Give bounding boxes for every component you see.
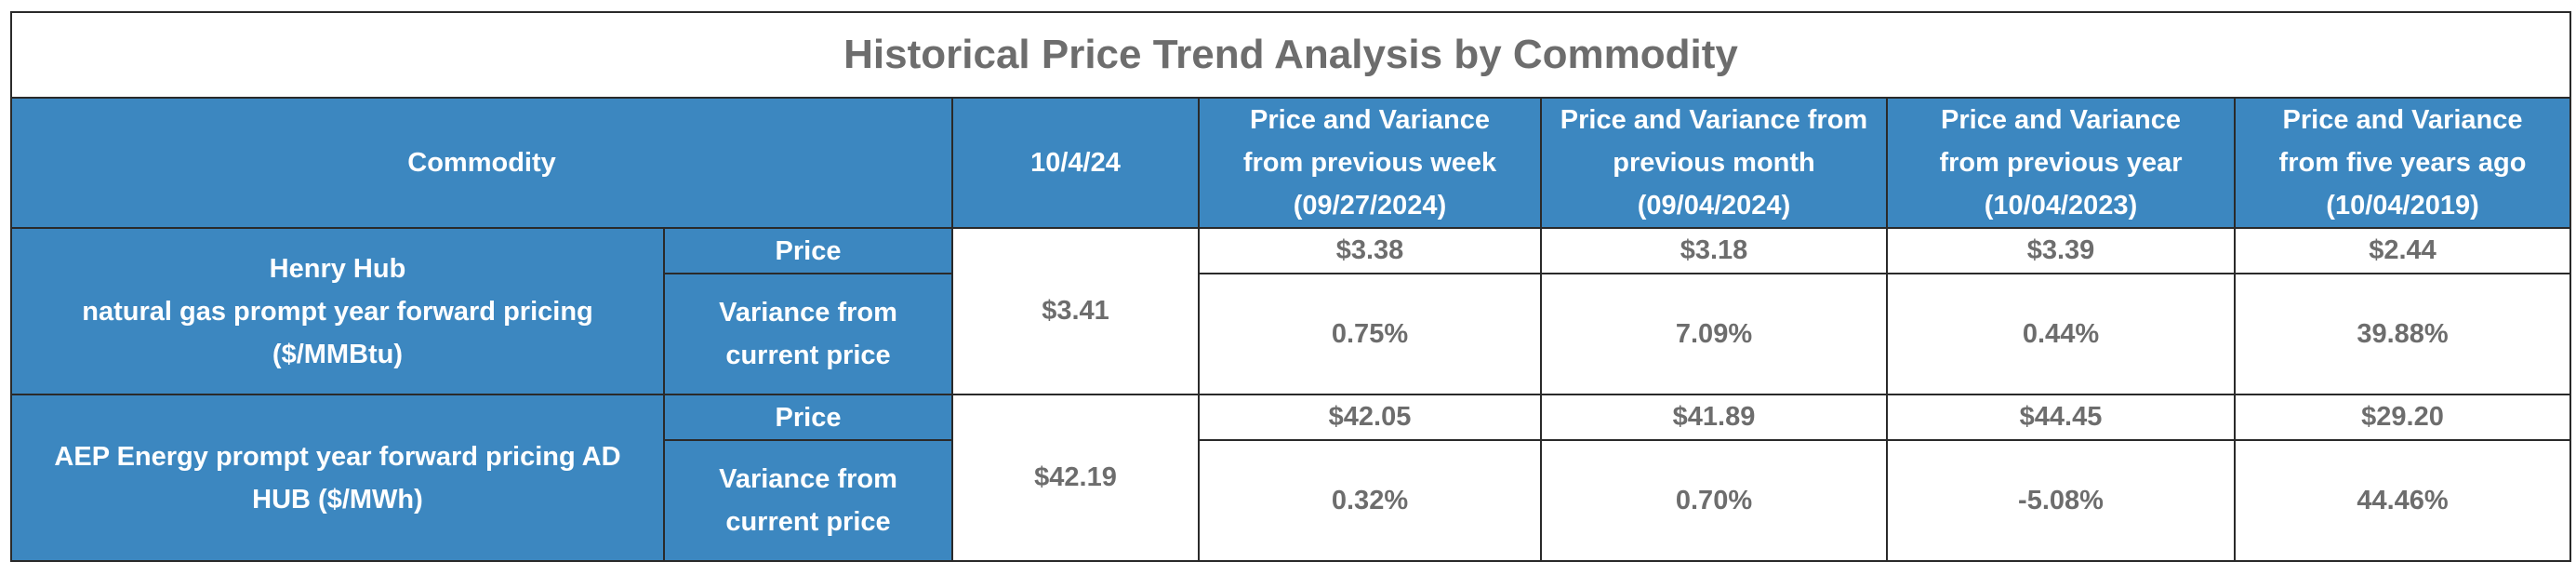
month-header: Price and Variance from previous month (09… [1540,97,1888,229]
commodity-name-aep-energy: AEP Energy prompt year forward pricing A… [10,394,665,562]
price-cell: $29.20 [2233,394,2572,441]
variance-cell: -5.08% [1886,439,2236,562]
variance-cell: 39.88% [2233,273,2572,395]
variance-cell: 7.09% [1540,273,1888,395]
variance-cell: 0.75% [1198,273,1542,395]
price-label: Price [663,227,953,274]
variance-cell: 0.70% [1540,439,1888,562]
variance-label: Variance from current price [663,439,953,562]
variance-label: Variance from current price [663,273,953,395]
variance-cell: 0.44% [1886,273,2236,395]
price-trend-table: Historical Price Trend Analysis by Commo… [9,11,2572,562]
table-row: Variance from current price 0.32% 0.70% -… [11,439,2572,562]
five-year-header: Price and Variance from five years ago (10… [2233,97,2572,229]
price-cell: $3.38 [1198,227,1542,274]
week-header: Price and Variance from previous week (09/… [1198,97,1542,229]
commodity-header: Commodity [10,97,953,229]
table-row: Variance from current price 0.75% 7.09% 0… [11,273,2572,395]
table-title: Historical Price Trend Analysis by Commo… [9,11,2572,99]
variance-cell: 44.46% [2233,439,2572,562]
price-label: Price [663,394,953,441]
current-price: $3.41 [951,227,1200,395]
commodity-name-henry-hub: Henry Hub natural gas prompt year forward… [10,227,665,395]
price-cell: $41.89 [1540,394,1888,441]
price-cell: $2.44 [2233,227,2572,274]
price-cell: $3.18 [1540,227,1888,274]
price-cell: $42.05 [1198,394,1542,441]
current-date-header: 10/4/24 [951,97,1200,229]
table-row: AEP Energy prompt year forward pricing A… [10,394,2572,562]
current-price: $42.19 [951,394,1200,562]
price-cell: $3.39 [1886,227,2236,274]
variance-cell: 0.32% [1198,439,1542,562]
price-cell: $44.45 [1886,394,2236,441]
year-header: Price and Variance from previous year (10/… [1886,97,2236,229]
table-row: Henry Hub natural gas prompt year forward… [10,227,2572,395]
